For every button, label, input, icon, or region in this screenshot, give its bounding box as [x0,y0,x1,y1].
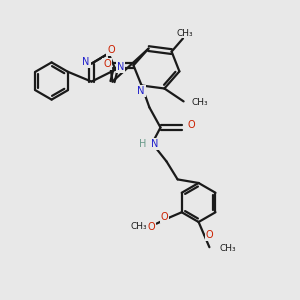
Text: H: H [140,139,147,149]
Text: N: N [151,139,158,149]
Text: O: O [188,119,195,130]
Text: O: O [147,222,155,232]
Text: CH₃: CH₃ [219,244,236,253]
Text: CH₃: CH₃ [192,98,208,107]
Text: O: O [206,230,213,240]
Text: N: N [117,62,124,72]
Text: O: O [160,212,168,222]
Text: CH₃: CH₃ [130,221,147,230]
Text: CH₃: CH₃ [176,28,193,38]
Text: O: O [103,59,111,69]
Text: N: N [82,57,90,67]
Text: O: O [107,45,115,56]
Text: N: N [137,86,145,96]
